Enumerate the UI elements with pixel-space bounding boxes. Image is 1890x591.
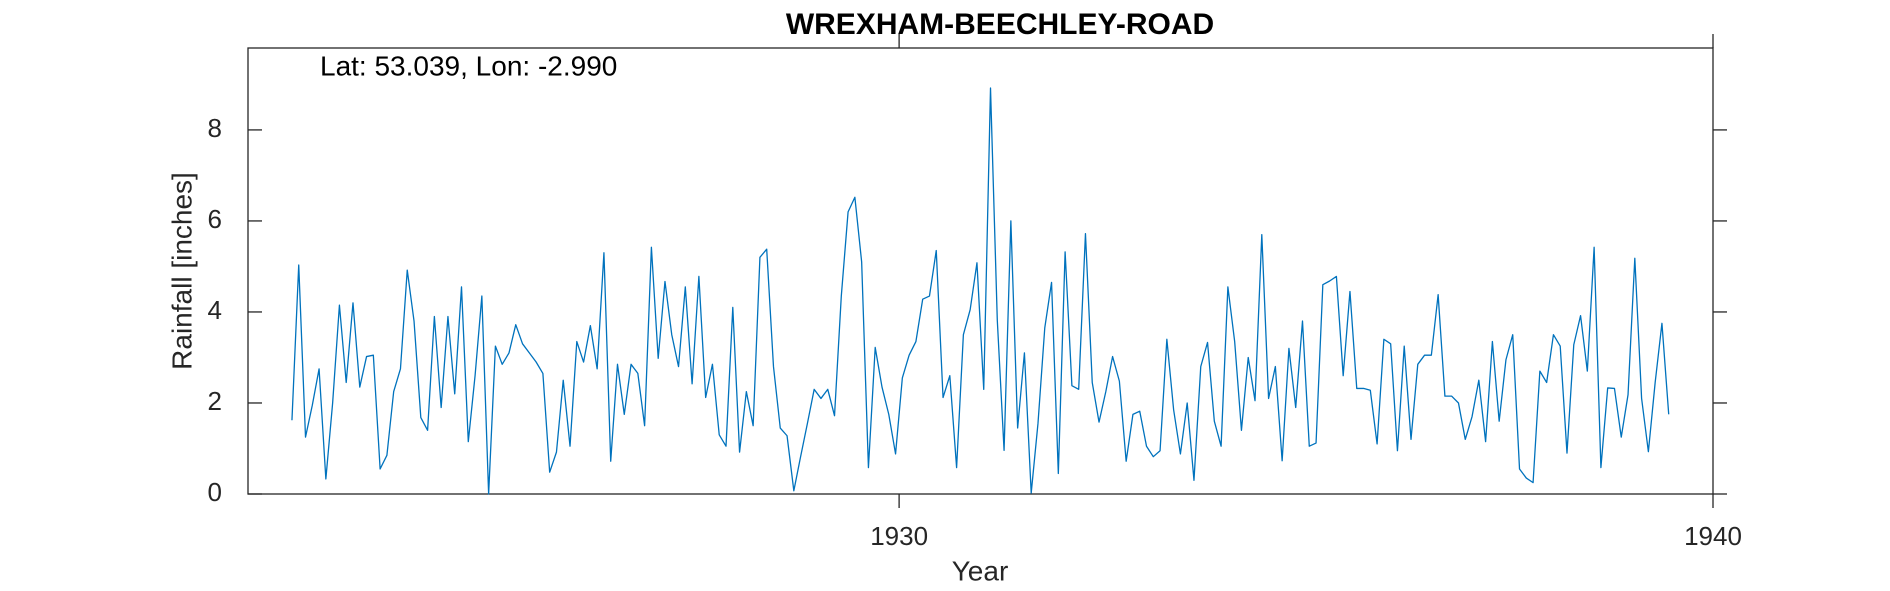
rainfall-series-line bbox=[291, 87, 1670, 495]
y-tick-label-3: 6 bbox=[208, 204, 222, 234]
y-tick-label-0: 0 bbox=[208, 477, 222, 507]
x-tick-label-1: 1940 bbox=[1684, 521, 1742, 551]
chart-title: WREXHAM-BEECHLEY-ROAD bbox=[786, 8, 1214, 41]
location-annotation: Lat: 53.039, Lon: -2.990 bbox=[320, 50, 617, 81]
y-axis: 0 2 4 6 8 bbox=[208, 113, 1727, 507]
x-axis-label: Year bbox=[952, 555, 1009, 586]
y-axis-label: Rainfall [inches] bbox=[166, 172, 197, 370]
y-tick-label-1: 2 bbox=[208, 386, 222, 416]
x-tick-label-0: 1930 bbox=[870, 521, 928, 551]
y-tick-label-4: 8 bbox=[208, 113, 222, 143]
x-axis: 1930 1940 bbox=[870, 34, 1742, 551]
y-tick-label-2: 4 bbox=[208, 295, 222, 325]
